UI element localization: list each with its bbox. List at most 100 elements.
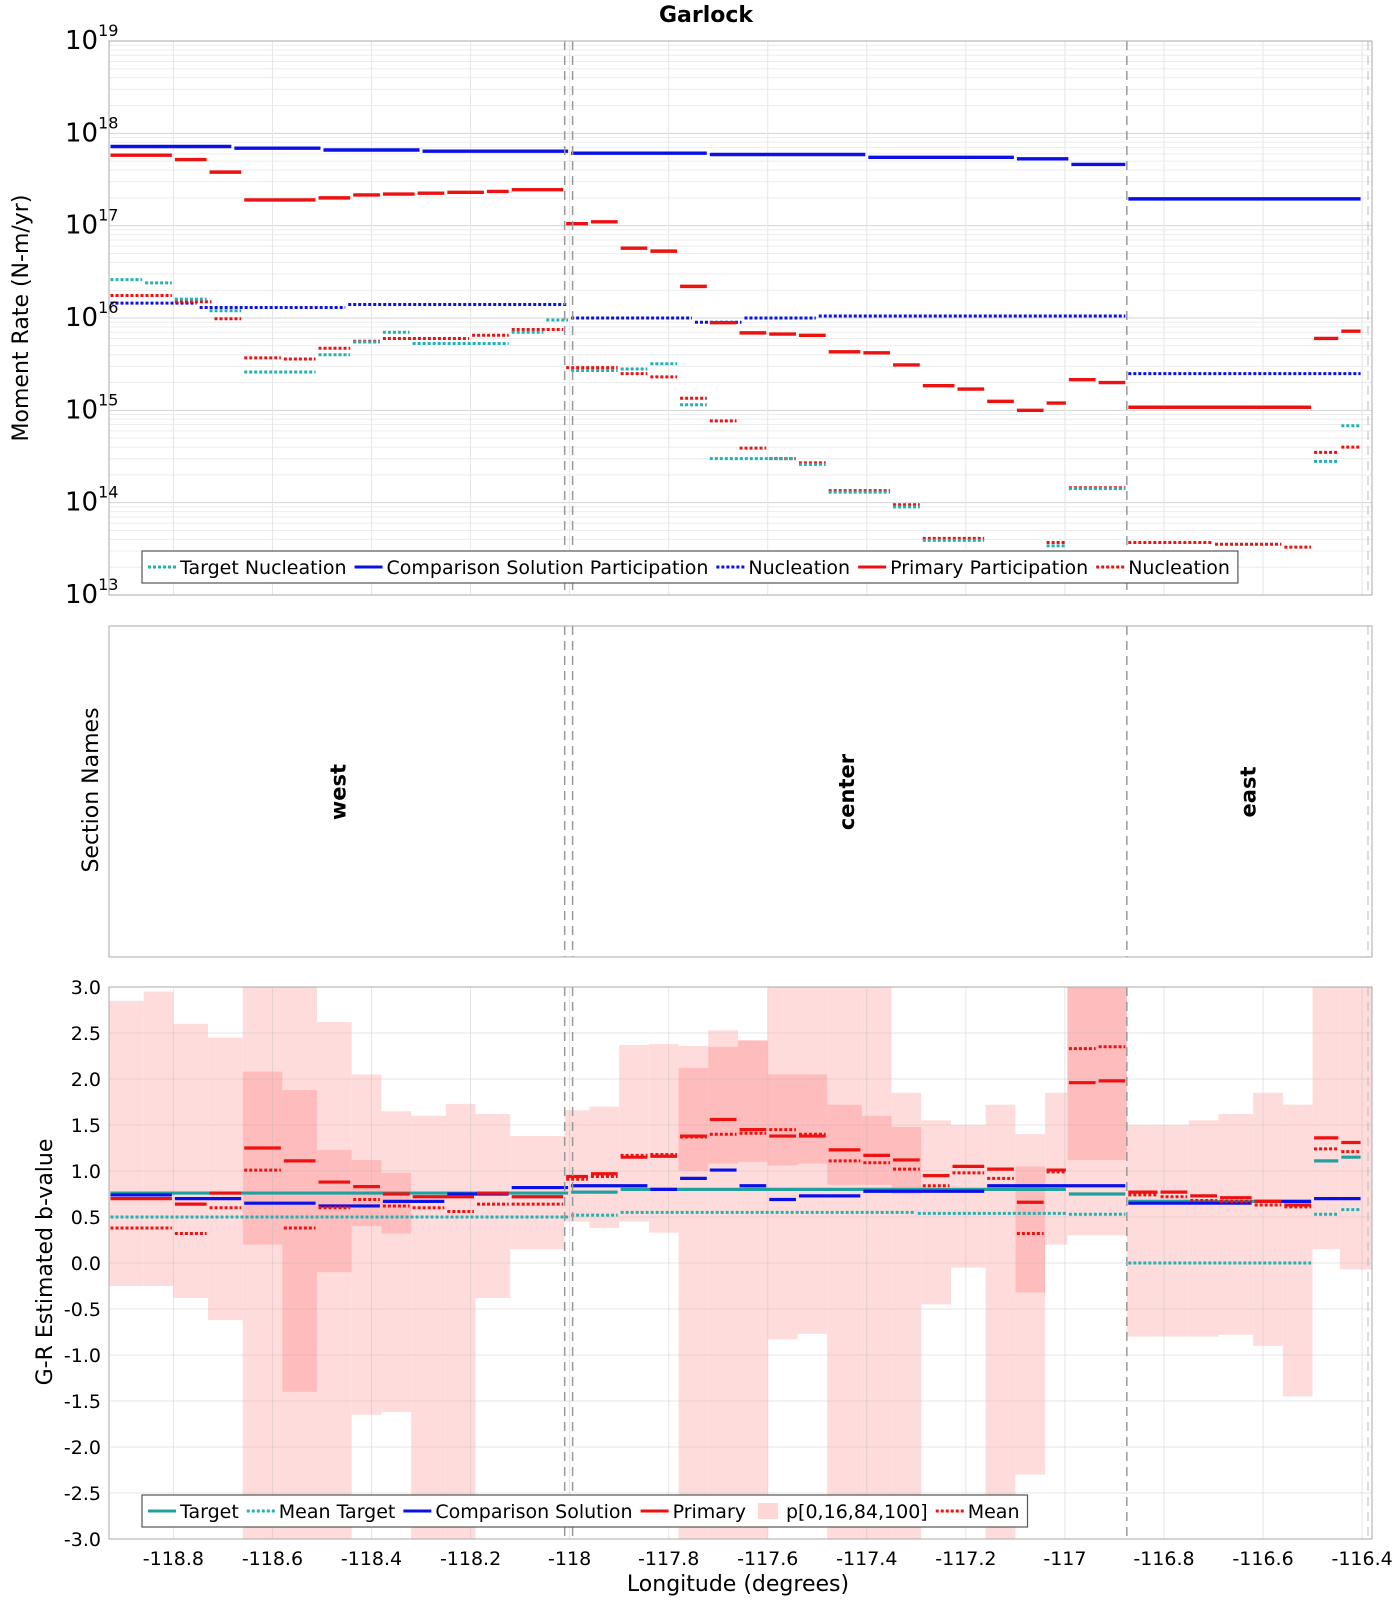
percentile-band-outer [1188,1120,1219,1337]
x-tick-label: -118.4 [341,1548,402,1570]
legend-label: Nucleation [1128,557,1230,579]
percentile-band-inner [317,1149,352,1273]
moment-rate-panel: 1019 1018 1017 1016 1015 1014 1013 Moment Rate… [9,21,1373,610]
legend-label: Comparison Solution Participation [387,557,709,579]
b-value-section-boundaries [563,987,1369,1539]
b-value-legend[interactable]: Target Mean Target Comparison Solution Prim… [141,1494,1029,1528]
y-tick-label: 1018 [65,113,118,148]
x-tick-label: -117.8 [638,1548,699,1570]
percentile-band-outer [1159,1125,1189,1337]
x-tick-label: -116.4 [1331,1548,1392,1570]
percentile-band-outer [208,1037,243,1321]
y-tick-label: 1014 [65,483,118,518]
y-tick-label: 0.0 [71,1253,101,1275]
y-tick-label: -3.0 [64,1529,101,1551]
y-tick-label: 1017 [65,206,118,241]
x-tick-label: -117 [1043,1548,1086,1570]
legend-label: Mean [968,1501,1020,1523]
x-tick-label: -118.8 [143,1548,204,1570]
y-tick-label: -1.5 [64,1391,101,1413]
percentile-band-inner [678,1067,709,1171]
percentile-band-outer [1339,987,1372,1270]
legend-label: Mean Target [279,1501,396,1523]
y-tick-label: 3.0 [71,977,101,999]
section-label: center [835,753,859,830]
percentile-band-outer [985,1104,1016,1539]
percentile-band-inner [381,1172,412,1234]
percentile-band-inner [242,1071,283,1245]
percentile-band-outer [1253,1092,1283,1346]
b-value-panel: 3.0 2.5 2.0 1.5 1.0 0.5 0.0 -0.5 -1.0 -1.5 -2.0 -2.… [33,977,1393,1597]
y-tick-label: 1019 [65,21,118,56]
percentile-band-outer [861,987,892,1539]
legend-label: Nucleation [748,557,850,579]
y-tick-label: 1015 [65,390,118,425]
percentile-band-outer [351,1074,382,1415]
y-tick-label: 0.5 [71,1207,101,1229]
chart-title: Garlock [659,3,754,28]
b-value-plot-frame [108,986,1373,1540]
legend-box [141,1494,1029,1528]
percentile-band-outer [173,1023,209,1298]
percentile-band-outer [475,1113,511,1298]
moment-gridlines [109,41,1372,596]
percentile-band-outer [827,987,862,1539]
x-tick-label: -118.6 [242,1548,303,1570]
percentile-band-inner [282,1090,318,1392]
percentile-band-inner [708,1046,739,1164]
legend-box [141,550,1239,584]
moment-legend[interactable]: Target Nucleation Comparison Solution Par… [141,550,1239,584]
percentile-band-inner [1015,1166,1046,1293]
percentile-band-outer [564,1110,590,1222]
moment-plot-frame [108,40,1373,596]
percentile-band-inner [861,1115,892,1185]
legend-label: Comparison Solution [435,1501,632,1523]
y-tick-label: 2.5 [71,1023,101,1045]
x-tick-label: -118 [548,1548,591,1570]
x-tick-label: -116.6 [1232,1548,1293,1570]
section-plot-frame [108,625,1373,958]
y-tick-label: -1.0 [64,1345,101,1367]
percentile-band-outer [951,1125,986,1268]
x-tick-label: -117.6 [737,1548,798,1570]
b-value-series [110,1045,1361,1265]
percentile-band-inner [767,1074,798,1166]
legend-label: Primary [673,1501,746,1523]
moment-section-boundaries [563,41,1369,595]
percentile-band-outer [1312,987,1340,1250]
y-tick-label: -2.5 [64,1483,101,1505]
percentile-band-inner [738,1040,768,1162]
percentile-band-outer [109,1000,144,1286]
legend-swatch [758,1503,778,1519]
moment-y-ticks: 1019 1018 1017 1016 1015 1014 1013 [65,21,118,610]
percentile-band-outer [317,1021,352,1539]
y-tick-label: 2.0 [71,1069,101,1091]
section-boundaries [563,626,1369,957]
legend-label: Primary Participation [890,557,1088,579]
b-value-x-ticks: -118.8 -118.6 -118.4 -118.2 -118 -117.8 -117.6… [143,1548,1393,1570]
section-names-panel: Section Names west center east [79,625,1373,958]
percentile-band-outer [921,1120,951,1305]
legend-label: Target Nucleation [179,557,347,579]
percentile-band-outer [143,991,174,1286]
y-tick-label: 1016 [65,298,118,333]
x-tick-label: -117.4 [836,1548,897,1570]
y-tick-label: -2.0 [64,1437,101,1459]
section-label: east [1236,767,1260,818]
section-y-label: Section Names [79,707,104,872]
b-value-gridlines [109,986,1372,1540]
section-label: west [326,764,350,820]
percentile-band-outer [1126,1125,1160,1337]
legend-label: Target [179,1501,239,1523]
percentile-band-inner [827,1104,862,1185]
percentile-band-outer [619,1044,649,1222]
x-tick-label: -118.2 [440,1548,501,1570]
x-tick-label: -116.8 [1133,1548,1194,1570]
percentile-band-outer [1282,1104,1313,1397]
y-tick-label: 1013 [65,575,118,610]
percentile-band-outer [648,1044,679,1233]
percentile-band-outer [411,1115,446,1539]
legend-label: p[0,16,84,100] [786,1501,928,1523]
x-axis-label: Longitude (degrees) [627,1572,849,1597]
